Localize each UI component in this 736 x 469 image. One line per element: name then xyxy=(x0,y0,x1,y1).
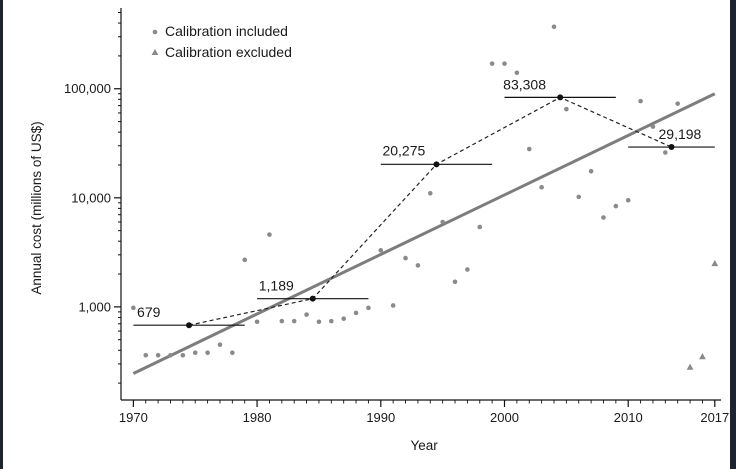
scatter-point-circle xyxy=(168,352,173,358)
scatter-point-circle xyxy=(378,248,384,253)
x-tick-label: 2000 xyxy=(490,410,519,425)
decade-average-label: 20,275 xyxy=(382,142,425,158)
decade-average-label: 679 xyxy=(137,304,161,320)
scatter-point-circle xyxy=(217,342,223,347)
decade-average-label: 1,189 xyxy=(259,278,294,294)
scatter-point-circle xyxy=(304,312,309,317)
scatter-point-circle xyxy=(551,24,557,30)
scatter-point-circle xyxy=(663,150,668,155)
y-axis-title: Annual cost (millions of US$) xyxy=(29,121,44,294)
y-tick-label: 10,000 xyxy=(71,190,111,205)
scatter-point-circle xyxy=(440,219,445,225)
figure-frame: 1,000 10,000 100,000 1970 1980 1990 2000 2010 20… xyxy=(3,0,730,469)
scatter-point-circle xyxy=(526,146,532,152)
scatter-point-circle xyxy=(279,318,285,324)
scatter-point-circle xyxy=(638,98,643,104)
scatter-point-circle xyxy=(415,263,421,268)
scatter-point-triangle xyxy=(711,259,719,267)
scatter-point-circle xyxy=(230,350,235,356)
scatter-point-triangle xyxy=(686,363,694,370)
x-axis-title: Year xyxy=(410,438,438,453)
legend-label: Calibration excluded xyxy=(165,44,292,60)
scatter-point-circle xyxy=(131,305,136,311)
scatter-point-circle xyxy=(588,169,594,174)
scatter-point-circle xyxy=(452,279,458,285)
scatter-point-circle xyxy=(390,303,396,308)
decade-average-point xyxy=(668,144,675,151)
legend-triangle-marker xyxy=(151,49,159,55)
x-tick-label: 1990 xyxy=(366,410,395,425)
decade-average-point xyxy=(186,322,193,329)
y-tick-label: 100,000 xyxy=(64,81,111,96)
scatter-point-circle xyxy=(675,101,681,106)
decade-average-label: 83,308 xyxy=(503,76,546,92)
decade-average-point xyxy=(433,161,440,168)
x-tick-label: 2017 xyxy=(700,410,729,425)
scatter-point-circle xyxy=(489,61,495,66)
scatter-point-circle xyxy=(564,106,569,112)
scatter-point-circle xyxy=(291,318,297,324)
scatter-point-circle xyxy=(353,310,359,316)
scatter-point-circle xyxy=(576,194,582,200)
legend-circle-marker xyxy=(152,29,158,35)
legend-label: Calibration included xyxy=(165,23,288,39)
y-tick-label: 1,000 xyxy=(78,299,111,314)
scatter-point-circle xyxy=(192,350,198,356)
scatter-point-circle xyxy=(242,257,248,263)
scatter-point-circle xyxy=(180,352,186,358)
x-tick-label: 1970 xyxy=(119,410,148,425)
scatter-point-circle xyxy=(613,203,619,209)
decade-average-point xyxy=(557,94,564,101)
scatter-point-circle xyxy=(316,319,322,325)
decade-average-label: 29,198 xyxy=(659,126,702,142)
scatter-point-circle xyxy=(403,255,408,261)
scatter-point-triangle xyxy=(699,352,706,360)
scatter-point-circle xyxy=(502,61,507,66)
scatter-point-circle xyxy=(366,305,371,311)
scatter-point-circle xyxy=(341,316,346,321)
decade-average-point xyxy=(309,295,316,302)
scatter-point-circle xyxy=(514,70,520,76)
scatter-point-circle xyxy=(601,215,606,220)
scatter-point-circle xyxy=(465,267,470,272)
scatter-point-circle xyxy=(205,350,210,356)
scatter-point-circle xyxy=(625,197,631,203)
scatter-point-circle xyxy=(539,184,544,190)
x-tick-label: 1980 xyxy=(243,410,272,425)
x-tick-label: 2010 xyxy=(614,410,643,425)
scatter-point-circle xyxy=(254,319,260,325)
scatter-point-circle xyxy=(650,124,656,129)
scatter-point-circle xyxy=(329,318,334,324)
scatter-point-circle xyxy=(477,224,483,230)
scatter-point-circle xyxy=(155,352,161,358)
scatter-point-circle xyxy=(427,190,433,196)
trend-line xyxy=(132,92,716,375)
scatter-point-circle xyxy=(143,352,149,358)
scatter-point-circle xyxy=(267,232,272,237)
chart-svg: 1,000 10,000 100,000 1970 1980 1990 2000 2010 20… xyxy=(29,8,729,453)
